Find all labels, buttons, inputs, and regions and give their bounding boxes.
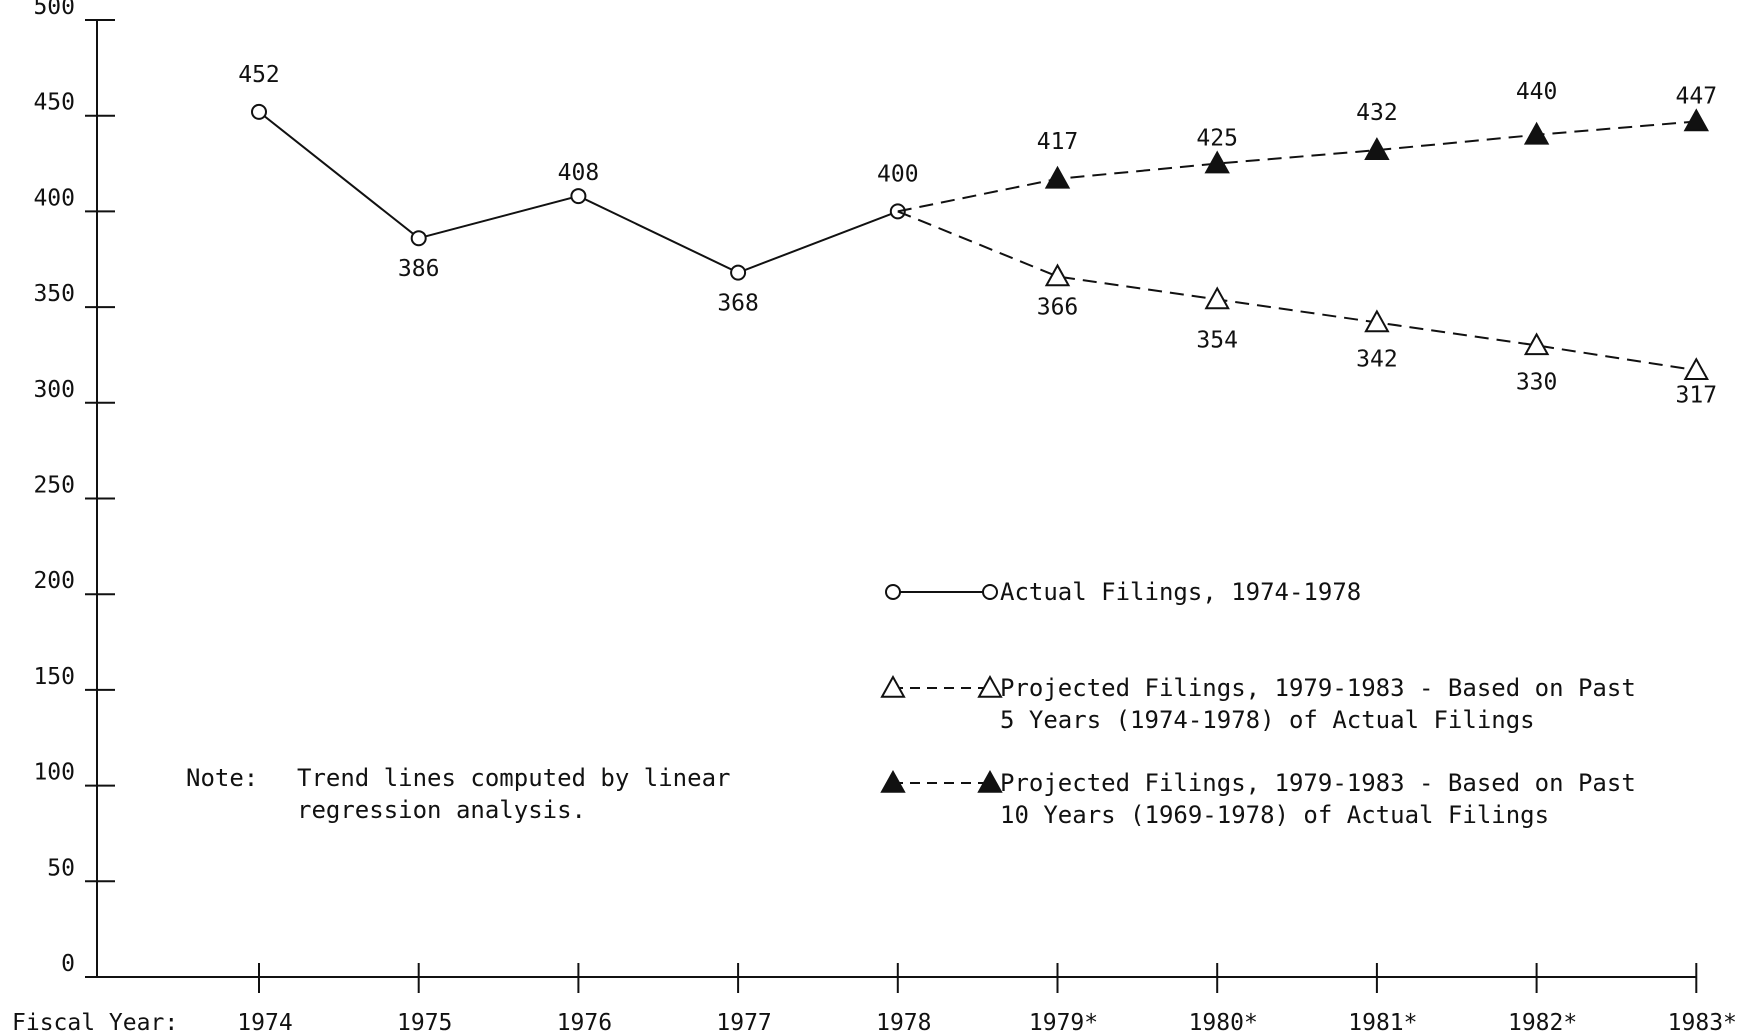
data-label: 452 [238,62,280,88]
y-tick-label: 450 [33,90,75,116]
legend-entry-text: Actual Filings, 1974-1978 [1000,578,1361,606]
y-tick-label: 100 [33,760,75,786]
legend-marker [982,584,998,600]
y-tick-label: 350 [33,281,75,307]
note-text-line: Trend lines computed by linear [297,764,730,792]
data-label: 408 [558,160,600,186]
x-tick-label: 1980* [1189,1010,1258,1035]
data-point-marker [1204,286,1230,310]
x-tick-label: 1975 [397,1010,452,1035]
data-label: 342 [1356,346,1398,372]
series-line-2 [897,120,1697,213]
data-point-marker [1204,150,1230,174]
data-point-marker [570,188,587,205]
data-point-marker [1044,263,1071,287]
data-label: 366 [1037,294,1079,320]
data-label: 330 [1516,369,1558,395]
data-label: 425 [1196,126,1238,152]
legend-entry-text: Projected Filings, 1979-1983 - Based on … [1000,674,1636,702]
x-tick-label: 1981* [1348,1010,1417,1035]
data-point-marker [1364,137,1390,160]
y-tick-label: 300 [33,377,75,403]
y-tick-label: 500 [33,0,75,20]
data-point-marker [1523,332,1550,356]
data-label: 317 [1676,382,1718,408]
series-layer [251,103,1709,381]
note: Note: Trend lines computed by linear regre… [186,764,730,824]
data-point-marker [1523,121,1550,145]
data-point-marker [1683,357,1709,381]
data-label: 368 [717,291,759,317]
y-tick-label: 150 [33,664,75,690]
legend-marker [885,584,901,600]
legend-entry-text: Projected Filings, 1979-1983 - Based on … [1000,769,1636,797]
x-tick-label: 1983* [1668,1010,1737,1035]
x-tick-label: 1974 [237,1010,292,1035]
legend-entry-text: 10 Years (1969-1978) of Actual Filings [1000,801,1549,829]
data-label: 417 [1037,129,1079,155]
data-label: 386 [398,256,440,282]
data-label: 432 [1356,100,1398,126]
data-point-marker [1044,165,1071,189]
y-tick-label: 400 [33,185,75,211]
legend-marker [880,674,906,698]
y-tick-label: 50 [47,855,75,881]
x-axis-title: Fiscal Year: [12,1010,178,1035]
data-point-marker [410,230,427,247]
legend-marker [880,769,906,793]
data-point-marker [730,264,747,281]
data-label: 447 [1676,83,1718,109]
note-label: Note: [186,764,258,792]
x-tick-label: 1978 [876,1010,931,1035]
legend-marker [977,769,1003,793]
y-tick-label: 0 [61,951,75,977]
axes: 0 50 100 150 200 250 300 350 400 450 500 1974 1975 19… [12,0,1737,1035]
data-labels: 452 386 408 368 400 366 354 342 330 317 417 425 432 4… [238,62,1717,408]
legend-entry-text: 5 Years (1974-1978) of Actual Filings [1000,706,1535,734]
data-label: 354 [1196,327,1238,353]
data-point-marker [1683,108,1709,132]
data-point-marker [1364,309,1390,333]
series-line-1 [897,210,1697,372]
data-point-marker [251,103,267,120]
x-tick-label: 1982* [1508,1010,1577,1035]
note-text-line: regression analysis. [297,796,586,824]
legend-marker [977,674,1003,698]
y-tick-label: 250 [33,473,75,499]
data-label: 400 [877,161,919,187]
data-label: 440 [1516,79,1558,105]
y-tick-label: 200 [33,568,75,594]
x-tick-label: 1976 [557,1010,612,1035]
legend: Actual Filings, 1974-1978 Projected Filin… [880,578,1636,829]
x-tick-label: 1979* [1029,1010,1098,1035]
x-tick-label: 1977 [716,1010,771,1035]
